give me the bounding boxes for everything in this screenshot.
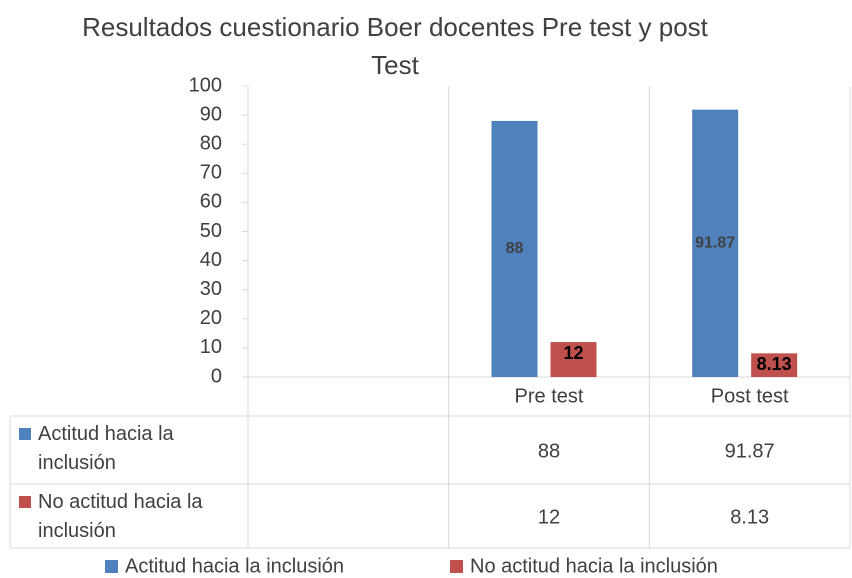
- data-label: 12: [563, 343, 583, 363]
- y-tick-label: 50: [200, 220, 222, 242]
- x-tick-label: Post test: [711, 385, 789, 407]
- chart-title: Resultados cuestionario Boer docentes Pr…: [82, 12, 708, 80]
- table-series-name: No actitud hacia la inclusión: [38, 491, 203, 542]
- y-tick-label: 70: [200, 162, 222, 184]
- legend-label: Actitud hacia la inclusión: [125, 555, 344, 577]
- data-label: 91.87: [695, 235, 735, 252]
- y-tick-label: 80: [200, 132, 222, 154]
- bar: [550, 342, 597, 377]
- table-cell: 8.13: [730, 506, 769, 528]
- table-cell: 91.87: [725, 440, 775, 462]
- table-legend-key: [19, 428, 31, 440]
- bar: [751, 353, 798, 377]
- y-tick-label: 60: [200, 191, 222, 213]
- table-legend-key: [19, 496, 31, 508]
- table-cell: 88: [538, 440, 560, 462]
- table-cell: 12: [538, 506, 560, 528]
- y-tick-label: 20: [200, 307, 222, 329]
- legend-label: No actitud hacia la inclusión: [470, 555, 718, 577]
- data-label: 8.13: [757, 354, 792, 374]
- x-tick-label: Pre test: [515, 385, 584, 407]
- bar: [491, 120, 538, 378]
- y-tick-label: 30: [200, 278, 222, 300]
- y-tick-label: 40: [200, 249, 222, 271]
- y-tick-label: 100: [189, 74, 222, 96]
- y-tick-label: 90: [200, 103, 222, 125]
- y-tick-label: 0: [211, 365, 222, 387]
- table-series-name: Actitud hacia la inclusión: [38, 423, 174, 474]
- data-label: 88: [506, 240, 524, 257]
- bar: [692, 109, 739, 378]
- y-tick-label: 10: [200, 336, 222, 358]
- legend-key: [450, 560, 463, 573]
- legend-key: [105, 560, 118, 573]
